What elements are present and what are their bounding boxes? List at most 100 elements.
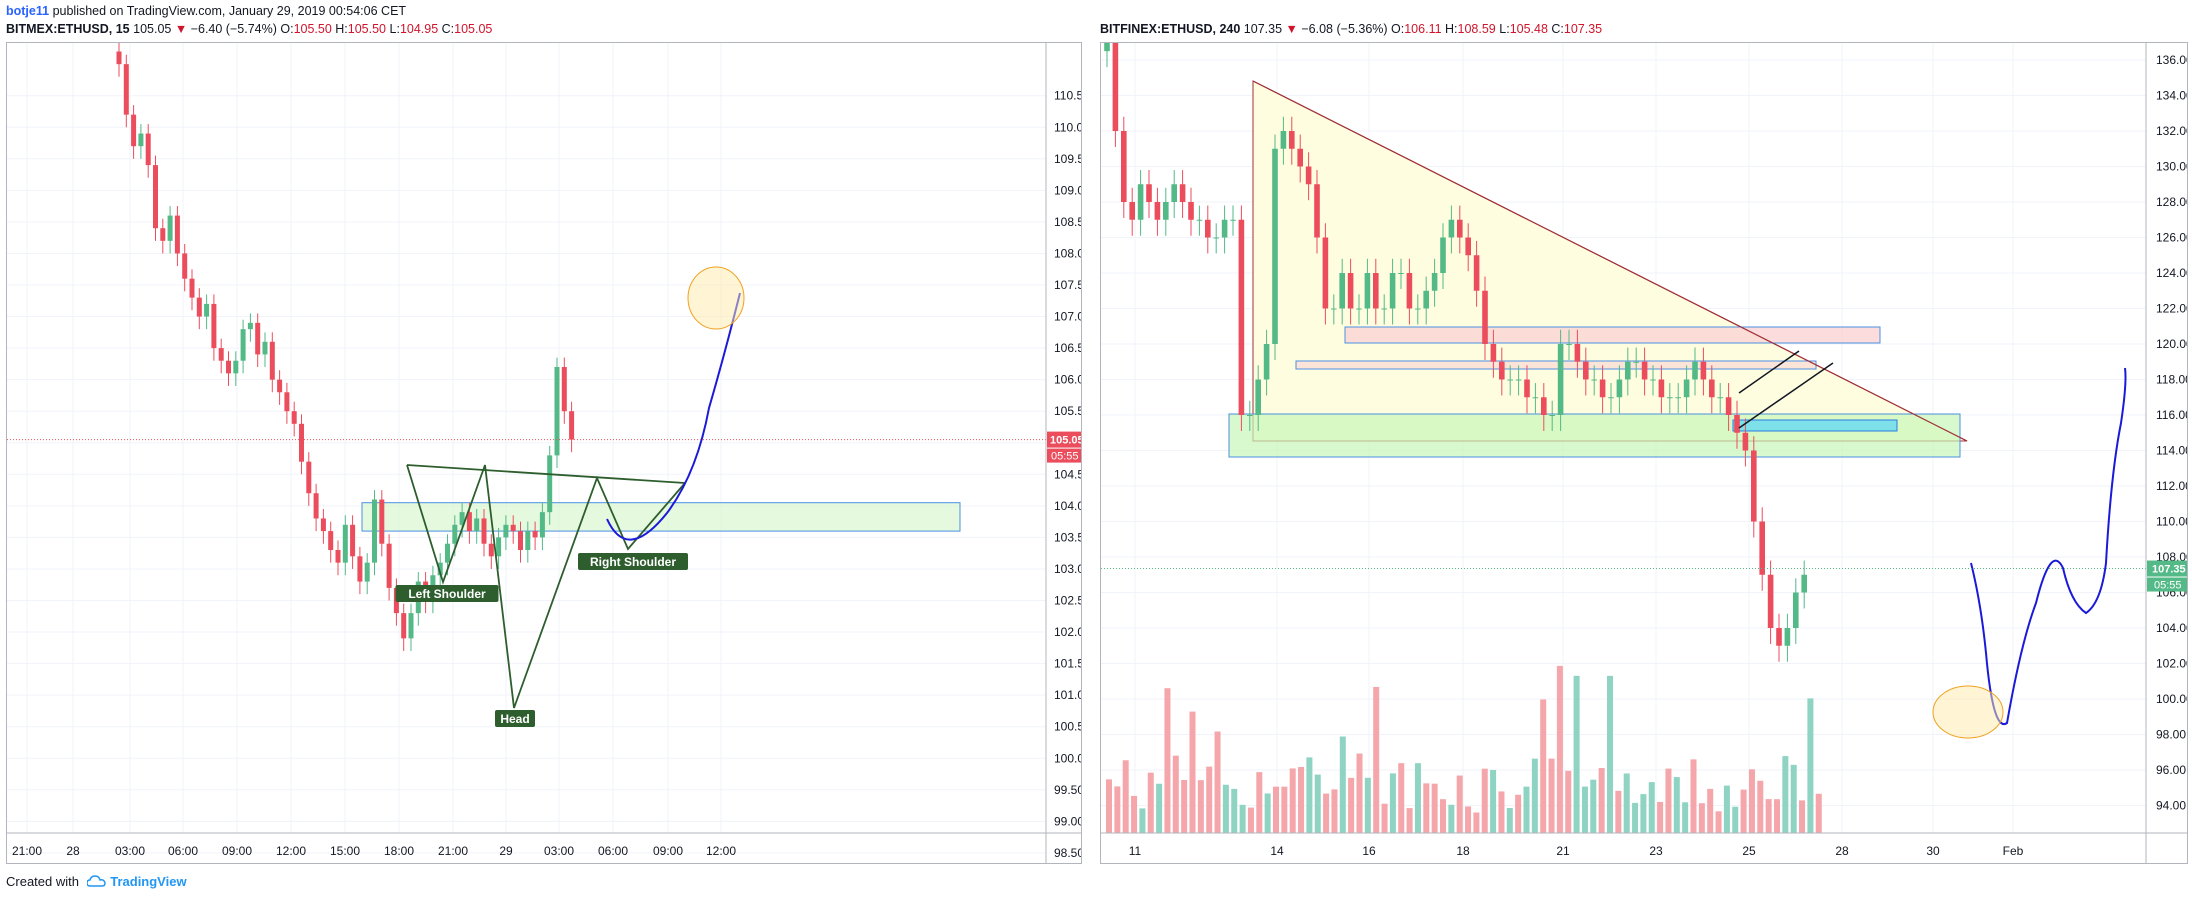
candle-body xyxy=(1389,273,1396,309)
candle-body xyxy=(320,518,326,532)
chart2-y-tick: 118.00 xyxy=(2156,373,2187,387)
candle-body xyxy=(1591,379,1597,381)
chart1-x-tick: 06:00 xyxy=(168,844,198,858)
chart1-y-tick: 108.00 xyxy=(1054,246,1081,260)
chart2-open-label: O: xyxy=(1391,22,1405,36)
chart2-close-label: C: xyxy=(1551,22,1564,36)
candle-body xyxy=(466,512,472,532)
chart1-high-label: H: xyxy=(335,22,348,36)
down-arrow-icon: ▼ xyxy=(174,22,188,36)
chart1-symbol[interactable]: BITMEX:ETHUSD, 15 xyxy=(6,22,130,36)
candle-body xyxy=(1188,202,1194,220)
tradingview-logo-text[interactable]: TradingView xyxy=(110,874,187,889)
candle-body xyxy=(255,322,261,355)
chart1-open-label: O: xyxy=(280,22,294,36)
candle-body xyxy=(1238,219,1245,415)
chart2-countdown-text: 05:55 xyxy=(2154,580,2182,592)
author-link[interactable]: botje11 xyxy=(6,4,50,18)
volume-bar xyxy=(1156,783,1163,833)
chart1-y-tick: 103.00 xyxy=(1054,562,1081,576)
chart1-support-zone xyxy=(361,502,961,532)
chart2-y-tick: 120.00 xyxy=(2156,337,2187,351)
candle-body xyxy=(518,531,523,551)
chart2-countdown-tag xyxy=(2147,577,2187,592)
candle-body xyxy=(291,411,297,424)
volume-bar xyxy=(1565,770,1572,833)
chart2-y-tick: 112.00 xyxy=(2156,479,2187,493)
chart2-low-label: L: xyxy=(1499,22,1510,36)
chart2-flag-zone xyxy=(1732,419,1898,432)
volume-bar xyxy=(1498,791,1505,833)
volume-bar xyxy=(1306,757,1313,833)
candle-body xyxy=(174,215,180,254)
chart2-y-tick: 136.00 xyxy=(2156,53,2187,67)
chart2-y-tick: 130.00 xyxy=(2156,160,2187,174)
candle-body xyxy=(1314,184,1320,238)
candle-body xyxy=(211,303,217,349)
chart1-x-tick: 09:00 xyxy=(222,844,252,858)
candle-body xyxy=(1154,202,1161,220)
chart1-x-tick: 29 xyxy=(499,844,513,858)
volume-bar xyxy=(1481,768,1488,833)
volume-bar xyxy=(1765,799,1772,833)
chart1-y-tick: 106.00 xyxy=(1054,373,1081,387)
candle-body xyxy=(1751,450,1757,522)
down-arrow-icon: ▼ xyxy=(1285,22,1298,36)
candle-body xyxy=(401,613,407,639)
volume-bar xyxy=(1440,799,1446,833)
chart1-panel[interactable]: Left Shoulder Head Right Shoulder 110.50 11… xyxy=(6,42,1082,864)
chart1-svg[interactable]: Left Shoulder Head Right Shoulder 110.50 11… xyxy=(7,43,1081,863)
chart1-open: 105.50 xyxy=(293,22,332,36)
candle-body xyxy=(1759,521,1765,575)
candle-body xyxy=(1616,379,1623,398)
candle-body xyxy=(1767,574,1774,628)
chart2-mini-zone xyxy=(1295,360,1817,370)
candle-body xyxy=(1557,344,1564,415)
candle-body xyxy=(1801,574,1807,593)
volume-bar xyxy=(1573,675,1580,833)
chart1-y-tick: 102.00 xyxy=(1054,625,1081,639)
chart2-svg[interactable]: 136.00 134.00 132.00 130.00 128.00 126.00 124.… xyxy=(1101,43,2187,863)
volume-bar xyxy=(1465,806,1472,833)
volume-bar xyxy=(1473,812,1480,833)
chart1-high: 105.50 xyxy=(347,22,387,36)
candle-body xyxy=(277,379,283,393)
chart2-high-label: H: xyxy=(1445,22,1458,36)
chart1-y-tick: 109.50 xyxy=(1054,152,1081,166)
volume-bar xyxy=(1339,736,1346,833)
candle-body xyxy=(372,499,377,563)
chart1-x-tick: 18:00 xyxy=(384,844,414,858)
candle-body xyxy=(1507,379,1513,381)
volume-bar xyxy=(1790,764,1797,833)
left-shoulder-label: Left Shoulder xyxy=(408,587,486,601)
volume-bar xyxy=(1732,806,1739,833)
candle-body xyxy=(1784,628,1791,646)
volume-bar xyxy=(1222,784,1229,833)
volume-bar xyxy=(1723,785,1730,833)
chart2-symbol[interactable]: BITFINEX:ETHUSD, 240 xyxy=(1100,22,1241,36)
chart2-panel[interactable]: 136.00 134.00 132.00 130.00 128.00 126.00 124.… xyxy=(1100,42,2188,864)
chart1-y-tick: 103.50 xyxy=(1054,530,1081,544)
candle-body xyxy=(131,114,137,147)
candle-body xyxy=(459,512,465,525)
candle-body xyxy=(1641,361,1648,380)
chart1-y-tick: 102.50 xyxy=(1054,594,1081,608)
candle-body xyxy=(1129,202,1135,220)
candle-body xyxy=(1457,219,1463,238)
volume-bar xyxy=(1673,777,1680,833)
volume-bar xyxy=(1431,783,1438,833)
candle-body xyxy=(1289,131,1295,149)
candle-body xyxy=(496,537,502,557)
candle-body xyxy=(1179,184,1186,202)
candle-body xyxy=(1658,379,1665,398)
candle-body xyxy=(1398,273,1404,274)
volume-bar xyxy=(1748,769,1755,833)
chart2-change: −6.08 (−5.36%) xyxy=(1301,22,1388,36)
volume-bar xyxy=(1698,803,1705,833)
chart1-low-label: L: xyxy=(389,22,400,36)
candle-body xyxy=(1532,397,1539,399)
chart2-y-tick: 110.00 xyxy=(2156,515,2187,529)
candle-body xyxy=(335,550,341,563)
volume-bar xyxy=(1214,731,1221,833)
chart2-y-tick: 100.00 xyxy=(2156,692,2187,706)
